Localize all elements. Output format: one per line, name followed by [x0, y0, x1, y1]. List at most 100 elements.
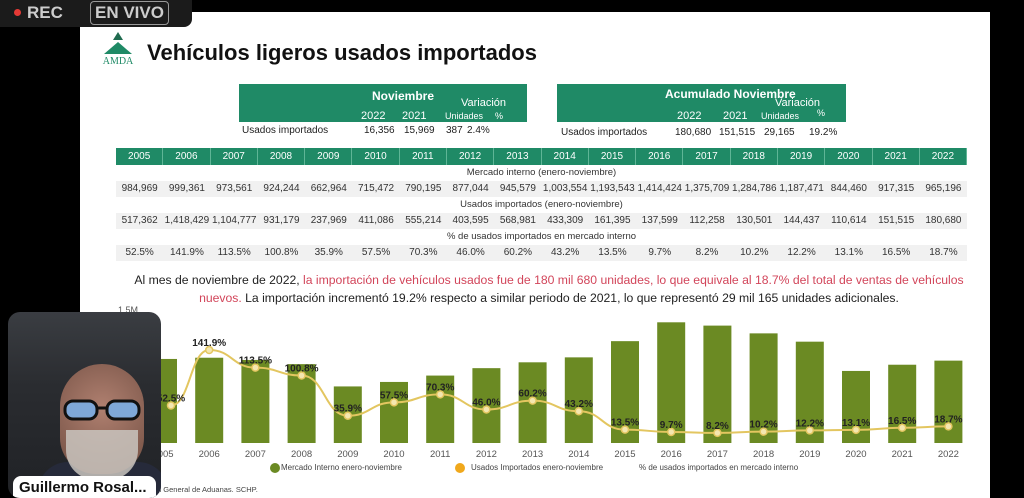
table-cell: 2005 [116, 148, 164, 165]
svg-text:AMDA: AMDA [103, 56, 134, 66]
table-cell: 46.0% [456, 247, 485, 258]
x-tick-label: 2011 [430, 449, 450, 460]
units-label: Unidades [761, 111, 800, 121]
pct-data-label: 57.5% [380, 390, 408, 401]
table-cell: 113.5% [217, 247, 251, 258]
table-cell: 1,284,786 [732, 183, 777, 194]
table-cell: 433,309 [547, 215, 584, 226]
table-cell: 2008 [258, 148, 306, 165]
value: 2.4% [467, 125, 490, 136]
bar-2006 [195, 357, 224, 443]
pct-point-2019 [805, 426, 815, 435]
table-cell: 10.2% [740, 247, 769, 258]
table-cell: 844,460 [830, 183, 867, 194]
table-cell: 2017 [683, 148, 731, 165]
x-tick-label: 2021 [892, 449, 913, 460]
pct-data-label: 9.7% [660, 420, 683, 431]
yearly-table: 2005 2006 2007 2008 2009 2010 2011 2012 2013 2014… [116, 148, 968, 261]
pct-data-label: 60.2% [518, 389, 546, 400]
table-cell: 2006 [163, 148, 211, 165]
table-cell: 1,375,709 [684, 183, 730, 194]
x-tick-label: 2015 [614, 449, 635, 460]
table-cell: 2019 [778, 148, 826, 165]
table-cell: 924,244 [263, 183, 300, 194]
table-cell: 2012 [447, 148, 495, 165]
table-cell: 945,579 [499, 183, 536, 194]
pct-point-2010 [389, 398, 399, 407]
value: 19.2% [809, 127, 838, 138]
table-cell: 403,595 [452, 215, 489, 226]
table-cell: 517,362 [121, 215, 158, 226]
table-cell: 2021 [873, 148, 920, 165]
table-cell: 2018 [731, 148, 778, 165]
table-cell: 141.9% [169, 247, 204, 258]
presenter-name: Guillermo Rosal... [13, 476, 156, 498]
table-cell: 2020 [825, 148, 873, 165]
webcam-overlay[interactable]: Guillermo Rosal... [8, 312, 161, 498]
table-cell: 130,501 [736, 215, 773, 226]
table-cell: 1,414,424 [637, 183, 682, 194]
value: 29,165 [764, 127, 795, 138]
pct-data-label: 46.0% [472, 397, 500, 408]
table-cell: 555,214 [405, 215, 442, 226]
pct-data-label: 52.5% [157, 393, 185, 404]
pct-data-label: 12.2% [796, 418, 824, 429]
table-cell: 1,187,471 [779, 183, 824, 194]
table-cell: 100.8% [264, 247, 299, 258]
presenter-beard [66, 430, 138, 480]
row-label: Usados importados [561, 127, 648, 138]
table-cell: 1,418,429 [164, 215, 210, 226]
pct-point-2014 [574, 406, 584, 416]
year-header-row: 2005 2006 2007 2008 2009 2010 2011 2012 2013 2014… [116, 148, 968, 165]
bar-2019 [795, 341, 824, 443]
legend-mercado: Mercado Interno enero-noviembre [270, 463, 402, 473]
bar-2017 [703, 325, 732, 443]
legend-pct: % de usados importados en mercado intern… [639, 463, 798, 472]
slide-title: Vehículos ligeros usados importados [147, 40, 537, 65]
x-tick-label: 2018 [753, 449, 774, 460]
x-tick-label: 2019 [799, 449, 820, 460]
year-label: 2022 [677, 110, 702, 122]
table-cell: 715,472 [357, 183, 395, 194]
variation-label: Variación [461, 97, 507, 109]
legend-swatch [455, 463, 465, 473]
pct-point-2013 [528, 396, 537, 405]
table-cell: 790,195 [405, 183, 442, 194]
table-cell: 568,981 [499, 215, 536, 226]
year-label: 2021 [402, 110, 427, 122]
table-cell: 2013 [494, 148, 542, 165]
x-tick-label: 2022 [938, 449, 959, 460]
bar-2016 [657, 322, 686, 443]
table-cell: 237,969 [310, 215, 347, 226]
pct-data-label: 10.2% [749, 420, 777, 431]
x-tick-label: 2008 [291, 449, 312, 460]
table-cell: 60.2% [503, 247, 533, 258]
pct-point-2021 [897, 423, 907, 433]
legend-label: Mercado Interno enero-noviembre [281, 463, 402, 473]
pct-point-2008 [297, 371, 306, 380]
pct-point-2015 [620, 425, 630, 434]
table-cell: 144,437 [783, 215, 820, 226]
bar-2011 [426, 375, 455, 443]
table-cell: 43.2% [550, 247, 580, 258]
table-cell: 8.2% [695, 247, 719, 258]
table-cell: 112,258 [689, 215, 725, 226]
bar-2014 [564, 357, 593, 443]
y-tick-label: 1.5M [118, 305, 138, 315]
value: 387 [446, 125, 463, 136]
x-tick-label: 2017 [707, 449, 728, 460]
table-cell: 2016 [636, 148, 684, 165]
pct-point-2006 [204, 345, 214, 355]
pct-point-2018 [759, 427, 768, 436]
amda-logo: AMDA [103, 32, 134, 66]
variation-label: Variación [775, 97, 821, 109]
pct-point-2020 [851, 425, 861, 435]
pct-data-label: 70.3% [426, 382, 454, 393]
value: 16,356 [364, 125, 395, 136]
table-cell: 2022 [920, 148, 968, 165]
pct-label: % de usados importados en mercado intern… [446, 231, 637, 242]
table-cell: 13.1% [834, 247, 864, 258]
table-cell: 973,561 [216, 183, 253, 194]
legend-swatch [270, 463, 280, 473]
